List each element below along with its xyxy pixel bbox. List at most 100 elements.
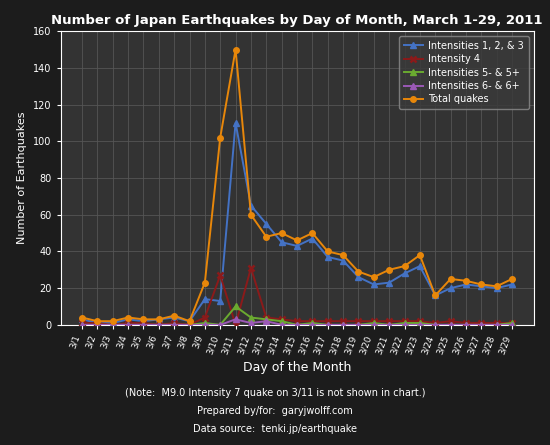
Total quakes xyxy=(478,282,485,287)
Intensity 4 xyxy=(416,319,423,324)
Intensities 5- & 5+ xyxy=(432,322,438,328)
Intensities 5- & 5+ xyxy=(125,322,131,328)
Intensities 6- & 6+ xyxy=(509,322,515,328)
Total quakes xyxy=(401,263,408,269)
Intensities 6- & 6+ xyxy=(125,322,131,328)
Total quakes xyxy=(232,47,239,52)
Intensity 4 xyxy=(156,322,162,328)
Intensity 4 xyxy=(309,319,316,324)
Total quakes xyxy=(171,313,178,318)
Intensities 1, 2, & 3 xyxy=(156,317,162,322)
Intensities 6- & 6+ xyxy=(463,322,469,328)
Intensity 4 xyxy=(186,322,193,328)
Intensity 4 xyxy=(140,320,147,326)
Intensities 6- & 6+ xyxy=(478,322,485,328)
Intensities 5- & 5+ xyxy=(401,320,408,326)
Intensities 5- & 5+ xyxy=(463,322,469,328)
Total quakes xyxy=(125,315,131,320)
Intensities 1, 2, & 3 xyxy=(294,243,300,249)
Intensities 1, 2, & 3 xyxy=(432,293,438,298)
Intensity 4 xyxy=(109,322,116,328)
Intensities 1, 2, & 3 xyxy=(371,282,377,287)
Intensity 4 xyxy=(171,320,178,326)
Intensities 6- & 6+ xyxy=(278,322,285,328)
Text: (Note:  M9.0 Intensity 7 quake on 3/11 is not shown in chart.): (Note: M9.0 Intensity 7 quake on 3/11 is… xyxy=(125,388,425,398)
Intensities 1, 2, & 3 xyxy=(125,317,131,322)
Intensities 1, 2, & 3 xyxy=(248,203,254,208)
Intensities 5- & 5+ xyxy=(278,319,285,324)
Total quakes xyxy=(340,252,346,258)
Total quakes xyxy=(432,293,438,298)
Title: Number of Japan Earthquakes by Day of Month, March 1-29, 2011: Number of Japan Earthquakes by Day of Mo… xyxy=(51,14,543,27)
Total quakes xyxy=(509,276,515,282)
Intensity 4 xyxy=(79,320,85,326)
Intensities 1, 2, & 3 xyxy=(94,320,101,326)
Intensities 6- & 6+ xyxy=(294,322,300,328)
Intensities 1, 2, & 3 xyxy=(478,283,485,289)
Total quakes xyxy=(217,135,223,140)
Intensity 4 xyxy=(386,319,393,324)
Intensities 6- & 6+ xyxy=(416,322,423,328)
Intensities 5- & 5+ xyxy=(156,322,162,328)
Intensities 5- & 5+ xyxy=(94,322,101,328)
Intensities 5- & 5+ xyxy=(447,322,454,328)
Intensities 6- & 6+ xyxy=(324,322,331,328)
Intensities 5- & 5+ xyxy=(140,322,147,328)
Intensities 6- & 6+ xyxy=(263,319,270,324)
Line: Intensities 1, 2, & 3: Intensities 1, 2, & 3 xyxy=(79,120,515,326)
Line: Intensities 5- & 5+: Intensities 5- & 5+ xyxy=(79,304,515,328)
Intensity 4 xyxy=(248,265,254,271)
Total quakes xyxy=(278,231,285,236)
Intensities 5- & 5+ xyxy=(324,322,331,328)
Intensities 5- & 5+ xyxy=(355,322,362,328)
Total quakes xyxy=(447,276,454,282)
Line: Total quakes: Total quakes xyxy=(79,47,515,324)
Intensities 5- & 5+ xyxy=(340,322,346,328)
Intensity 4 xyxy=(201,315,208,320)
Intensities 1, 2, & 3 xyxy=(340,258,346,263)
Intensities 5- & 5+ xyxy=(186,322,193,328)
Intensities 6- & 6+ xyxy=(171,322,178,328)
Intensities 1, 2, & 3 xyxy=(232,120,239,125)
Intensities 1, 2, & 3 xyxy=(217,298,223,303)
Intensities 6- & 6+ xyxy=(371,322,377,328)
Intensities 1, 2, & 3 xyxy=(509,282,515,287)
Intensity 4 xyxy=(324,319,331,324)
Intensities 1, 2, & 3 xyxy=(109,320,116,326)
Line: Intensities 6- & 6+: Intensities 6- & 6+ xyxy=(79,316,515,328)
Total quakes xyxy=(79,315,85,320)
Total quakes xyxy=(355,269,362,274)
Total quakes xyxy=(386,267,393,272)
Intensities 6- & 6+ xyxy=(232,317,239,322)
Intensities 1, 2, & 3 xyxy=(401,271,408,276)
Intensities 5- & 5+ xyxy=(371,320,377,326)
Intensities 5- & 5+ xyxy=(416,320,423,326)
Total quakes xyxy=(248,212,254,217)
Intensity 4 xyxy=(278,317,285,322)
Total quakes xyxy=(294,238,300,243)
Total quakes xyxy=(371,275,377,280)
Intensities 1, 2, & 3 xyxy=(201,296,208,302)
Intensities 6- & 6+ xyxy=(94,322,101,328)
Total quakes xyxy=(94,319,101,324)
Intensities 1, 2, & 3 xyxy=(386,280,393,285)
Intensities 6- & 6+ xyxy=(217,322,223,328)
Text: Prepared by/for:  garyjwolff.com: Prepared by/for: garyjwolff.com xyxy=(197,406,353,416)
Intensities 6- & 6+ xyxy=(432,322,438,328)
Intensities 6- & 6+ xyxy=(201,322,208,328)
Total quakes xyxy=(463,278,469,283)
Intensity 4 xyxy=(217,273,223,278)
Intensity 4 xyxy=(125,320,131,326)
Intensity 4 xyxy=(371,319,377,324)
Total quakes xyxy=(493,283,500,289)
X-axis label: Day of the Month: Day of the Month xyxy=(243,361,351,374)
Total quakes xyxy=(140,317,147,322)
Intensities 1, 2, & 3 xyxy=(355,275,362,280)
Intensities 6- & 6+ xyxy=(447,322,454,328)
Intensities 5- & 5+ xyxy=(478,322,485,328)
Intensities 6- & 6+ xyxy=(340,322,346,328)
Intensities 5- & 5+ xyxy=(509,320,515,326)
Intensity 4 xyxy=(463,320,469,326)
Intensity 4 xyxy=(432,320,438,326)
Y-axis label: Number of Earthquakes: Number of Earthquakes xyxy=(18,112,28,244)
